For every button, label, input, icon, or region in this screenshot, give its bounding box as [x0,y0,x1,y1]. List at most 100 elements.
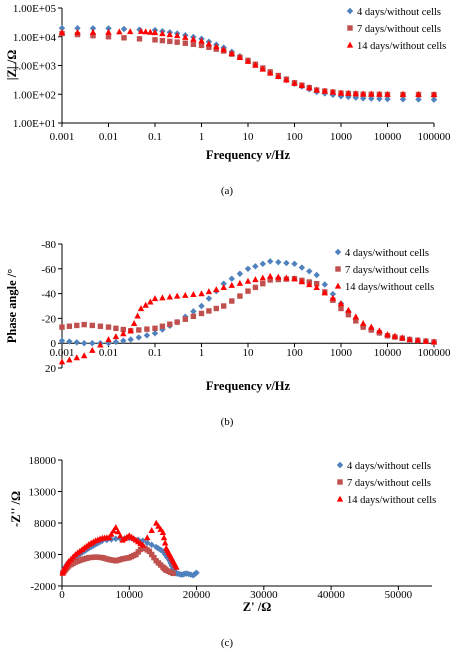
data-point [244,265,252,272]
y-axis-label: -Z'' /Ω [9,491,23,527]
data-point [430,338,438,345]
data-point [360,324,366,330]
y-tick-label: 8000 [34,518,57,530]
x-tick-label: 30000 [250,589,278,601]
x-tick-label: 10 [243,131,255,143]
x-tick-label: 10000 [374,131,402,143]
data-point [359,319,367,326]
y-tick-label: 1.00E+05 [13,3,57,15]
data-point [120,330,127,337]
y-axis-label: Phase angle /° [5,269,19,343]
y-tick-label: -60 [41,264,56,276]
data-point [236,53,244,60]
data-point [291,79,298,86]
data-point [151,554,157,561]
data-point [159,548,167,555]
data-point [306,84,313,91]
x-tick-label: 0.1 [148,131,162,143]
data-point [136,26,143,33]
data-point [89,28,97,35]
data-point [228,50,235,57]
data-point [313,284,320,290]
series-3 [58,27,438,98]
data-point [89,322,95,329]
x-tick-label: 20000 [183,589,211,601]
x-tick-label: 1000 [330,131,353,143]
data-point [337,89,345,96]
data-point [298,82,306,89]
data-point [97,341,104,348]
data-point [213,43,220,50]
legend-label: 7 days/without cells [347,478,431,489]
data-point [198,290,205,297]
data-point [244,277,252,284]
y-tick-label: -40 [41,289,56,301]
data-point [89,25,97,32]
x-tick-label: 10000 [116,589,144,601]
x-tick-label: 100 [286,131,303,143]
x-tick-label: 1 [199,347,205,359]
data-point [391,332,399,339]
data-point [147,298,154,305]
data-point [116,28,123,35]
data-point [244,57,252,64]
data-point [105,324,112,330]
data-point [205,295,213,302]
legend-label: 7 days/without cells [345,265,429,276]
data-point [283,259,290,267]
chart-panel-b: -80 -60 -40 -20 0 20 0.001 0.01 0.1 1 10 100 1000 100… [5,239,451,428]
legend-marker [346,41,354,48]
y-tick-label: 1.00E+01 [13,118,56,130]
data-point [259,65,266,72]
data-point [136,36,143,42]
data-point [89,346,96,353]
data-point [198,302,205,310]
data-point [114,528,122,535]
data-point [430,96,438,103]
data-point [167,38,173,45]
y-tick-label: -20 [41,313,56,325]
data-point [266,69,274,76]
data-point [220,280,227,287]
data-point [112,338,120,346]
x-tick-label: 40000 [317,589,345,601]
data-point [126,28,134,35]
data-point [422,337,430,344]
data-point [66,338,73,345]
data-point [193,569,200,576]
y-tick-label: 20 [45,363,57,375]
data-point [137,305,145,312]
data-point [384,331,391,338]
x-tick-label: 0.001 [50,347,75,359]
data-point [368,327,374,333]
data-point [166,31,173,38]
x-tick-label: 0.01 [99,347,118,359]
data-point [220,284,227,290]
data-point [321,87,328,94]
data-point [198,310,205,317]
legend-label: 14 days/without cells [357,41,446,52]
data-point [173,292,181,299]
data-point [105,534,113,541]
data-point [190,35,197,42]
data-point [329,294,337,301]
y-tick-label: 0 [51,338,57,350]
data-point [359,90,367,97]
data-point [352,313,359,320]
chart-panel-a: 1.00E+01 1.00E+02 1.00E+03 1.00E+04 1.00E+05… [5,3,451,197]
x-tick-label: 10000 [374,347,402,359]
data-point [275,258,282,266]
data-point [345,306,352,313]
legend-marker [337,479,343,485]
data-point [259,260,266,268]
y-tick-label: 1.00E+03 [13,61,57,73]
data-point [90,32,96,39]
data-point [329,290,337,298]
x-tick-label: 10 [243,347,255,359]
y-tick-label: 1.00E+04 [13,32,57,44]
y-tick-label: 3000 [34,550,57,562]
data-point [291,275,298,282]
data-point [81,321,87,328]
legend-label: 4 days/without cells [345,248,429,259]
data-point [260,280,266,287]
